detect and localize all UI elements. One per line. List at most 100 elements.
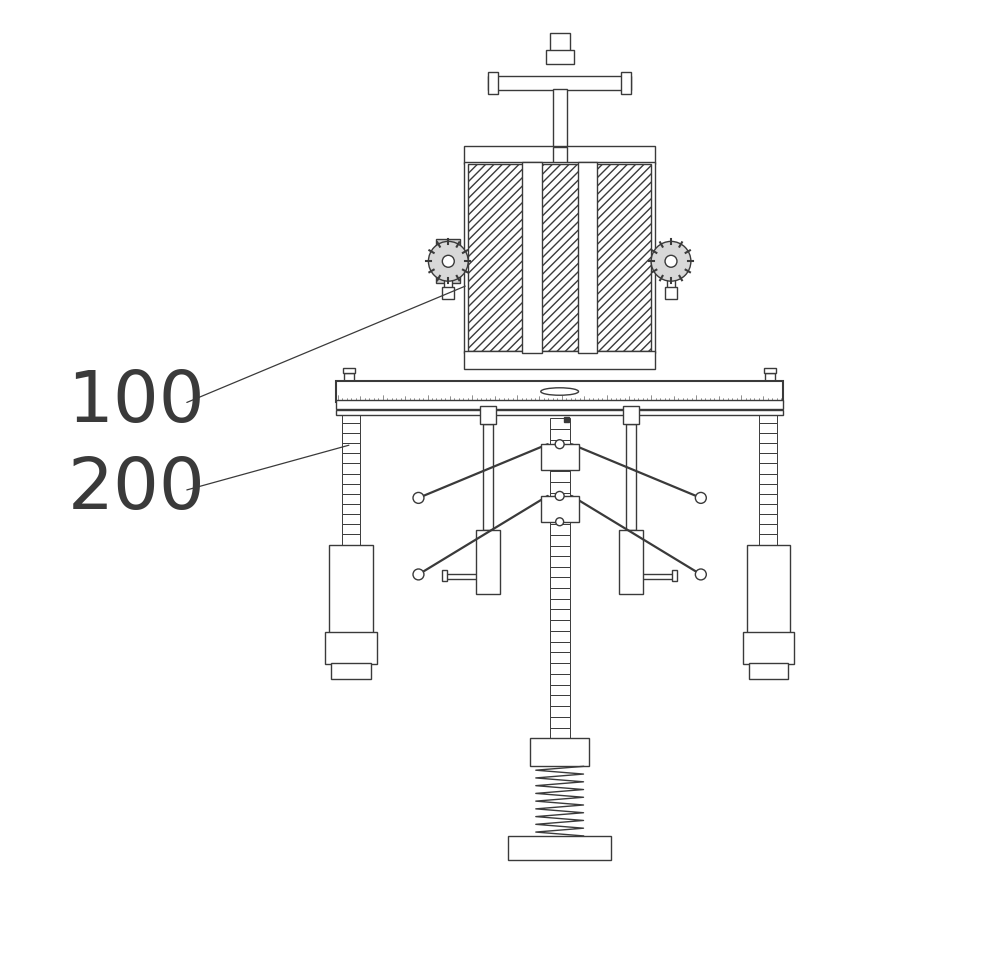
Circle shape — [651, 241, 691, 281]
Circle shape — [442, 255, 454, 267]
Bar — [619, 530, 643, 594]
Bar — [550, 728, 570, 738]
Bar — [550, 514, 570, 524]
Bar — [759, 504, 777, 515]
Bar — [546, 51, 574, 64]
Bar — [336, 380, 783, 402]
Bar — [550, 620, 570, 631]
Bar — [344, 372, 354, 380]
Bar — [464, 146, 655, 164]
Bar — [759, 473, 777, 484]
Bar — [329, 544, 373, 635]
Bar — [488, 72, 498, 94]
Bar — [749, 663, 788, 679]
Bar — [765, 372, 775, 380]
Bar — [488, 77, 631, 90]
Bar — [444, 279, 452, 289]
Bar — [759, 444, 777, 453]
Bar — [342, 473, 360, 484]
Bar — [550, 545, 570, 556]
Circle shape — [665, 255, 677, 267]
Bar — [342, 422, 360, 433]
Bar — [667, 279, 675, 289]
Bar — [550, 503, 570, 514]
Bar — [442, 287, 454, 300]
Circle shape — [413, 492, 424, 503]
Bar — [342, 413, 360, 422]
Bar — [665, 287, 677, 300]
Circle shape — [555, 440, 564, 448]
Bar — [464, 350, 655, 369]
Bar — [550, 695, 570, 707]
Bar — [759, 433, 777, 444]
Bar — [342, 433, 360, 444]
Bar — [342, 504, 360, 515]
Bar — [342, 453, 360, 464]
Bar — [541, 444, 579, 470]
Bar — [759, 524, 777, 535]
Bar — [550, 707, 570, 717]
Bar — [325, 632, 377, 664]
Bar — [442, 570, 447, 582]
Bar — [336, 410, 783, 415]
Bar — [550, 482, 570, 492]
Bar — [553, 147, 567, 177]
Bar — [336, 400, 783, 409]
Bar — [436, 239, 460, 283]
Bar — [342, 535, 360, 544]
Bar — [550, 556, 570, 566]
Bar — [480, 406, 496, 424]
Bar — [342, 444, 360, 453]
Bar — [343, 368, 355, 372]
Bar — [759, 535, 777, 544]
Bar — [342, 402, 360, 413]
Bar — [550, 429, 570, 440]
Bar — [747, 544, 790, 635]
Bar — [759, 453, 777, 464]
Bar — [550, 524, 570, 535]
Bar — [550, 461, 570, 471]
Circle shape — [556, 517, 564, 526]
Bar — [564, 418, 569, 422]
Bar — [331, 663, 371, 679]
Bar — [550, 535, 570, 545]
Bar — [764, 368, 776, 372]
Text: 100: 100 — [68, 368, 205, 437]
Bar — [550, 440, 570, 450]
Circle shape — [695, 569, 706, 580]
Text: 200: 200 — [68, 455, 205, 524]
Bar — [550, 599, 570, 610]
Circle shape — [428, 241, 468, 281]
Bar — [759, 413, 777, 422]
Bar — [342, 524, 360, 535]
Bar — [550, 653, 570, 663]
Bar — [550, 419, 570, 429]
Bar — [553, 89, 567, 147]
Bar — [550, 684, 570, 695]
Bar — [342, 484, 360, 493]
Bar — [508, 836, 611, 860]
Bar — [476, 530, 500, 594]
Bar — [550, 492, 570, 503]
Bar — [468, 164, 651, 350]
Bar — [759, 484, 777, 493]
Bar — [550, 577, 570, 588]
Bar — [550, 631, 570, 641]
Bar — [550, 471, 570, 482]
Bar — [550, 641, 570, 653]
Bar — [759, 493, 777, 504]
Bar — [550, 566, 570, 577]
Bar — [342, 493, 360, 504]
Bar — [759, 464, 777, 473]
Bar — [578, 162, 597, 352]
Bar — [623, 406, 639, 424]
Bar — [626, 424, 636, 530]
Circle shape — [413, 569, 424, 580]
Bar — [759, 422, 777, 433]
Bar — [550, 663, 570, 674]
Bar — [759, 515, 777, 524]
Bar — [550, 450, 570, 461]
Bar — [522, 162, 542, 352]
Bar — [550, 588, 570, 599]
Bar — [550, 674, 570, 684]
